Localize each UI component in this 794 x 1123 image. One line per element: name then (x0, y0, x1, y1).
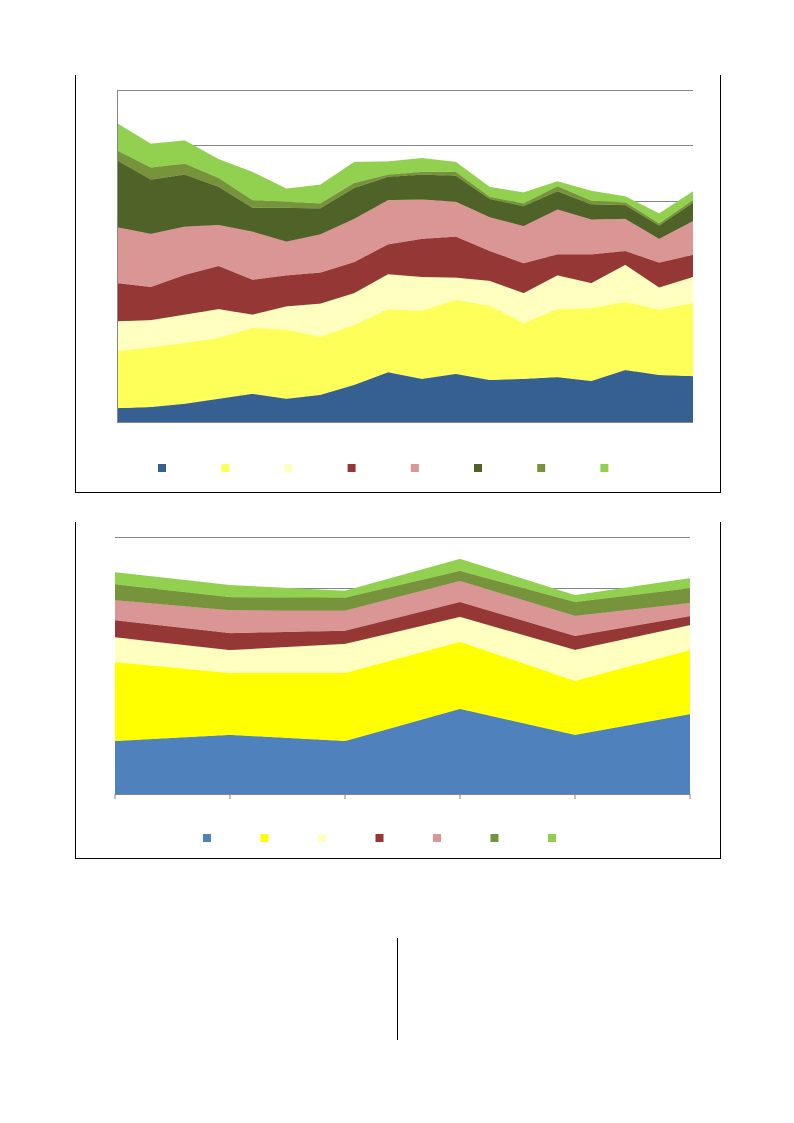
legend-swatch (158, 464, 166, 472)
area (117, 160, 693, 242)
area (117, 236, 693, 322)
legend-swatch (203, 834, 211, 842)
area (117, 369, 693, 422)
area (117, 264, 693, 352)
area (115, 580, 690, 636)
legend-swatch (474, 464, 482, 472)
chart-frame-2 (75, 522, 721, 859)
legend-swatch (347, 464, 356, 472)
area (115, 602, 690, 651)
area (117, 123, 693, 224)
frame (75, 522, 721, 859)
legend-swatch (375, 834, 384, 842)
legend-swatch (490, 834, 499, 842)
area (117, 150, 693, 226)
area (115, 708, 690, 794)
legend-swatch (221, 464, 230, 472)
legend-swatch (284, 464, 293, 472)
area (115, 641, 690, 742)
legend-swatch (260, 834, 269, 842)
legend-swatch (410, 464, 419, 472)
frame (75, 75, 721, 493)
area (115, 558, 690, 603)
legend-swatch (318, 834, 326, 842)
legend-swatch (433, 834, 441, 842)
area (115, 570, 690, 616)
area (117, 199, 693, 287)
legend-swatch (548, 834, 556, 842)
area (115, 616, 690, 681)
legend-swatch (600, 464, 609, 472)
area (117, 299, 693, 409)
legend-swatch (537, 464, 546, 472)
chart-frame-1 (75, 75, 721, 493)
